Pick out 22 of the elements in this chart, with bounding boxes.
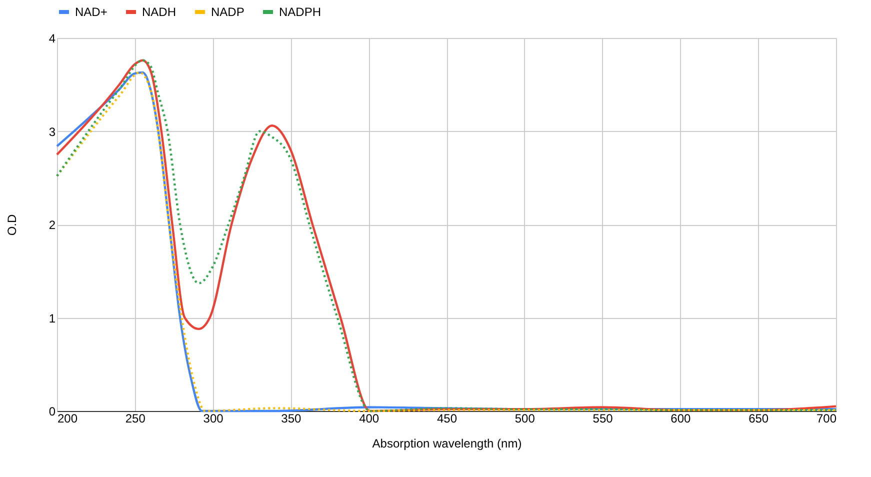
x-tick-label: 300 — [203, 412, 224, 426]
x-tick-label: 700 — [816, 412, 837, 426]
legend-label: NADP — [211, 5, 244, 19]
y-tick-label: 3 — [48, 124, 56, 139]
x-tick-label: 550 — [592, 412, 614, 426]
x-axis-title: Absorption wavelength (nm) — [372, 436, 522, 450]
y-tick-label: 2 — [48, 218, 56, 232]
x-tick-label: 500 — [514, 412, 536, 426]
x-tick-label: 400 — [359, 412, 380, 426]
y-axis-title: O.D — [4, 214, 19, 236]
legend-label: NAD+ — [75, 5, 108, 19]
y-tick-label: 1 — [48, 311, 56, 326]
y-tick-label: 4 — [48, 32, 56, 46]
y-tick-label: 0 — [48, 404, 56, 418]
x-tick-label: 350 — [281, 412, 302, 426]
x-tick-label: 600 — [670, 412, 692, 426]
x-tick-label: 250 — [125, 412, 146, 426]
x-tick-label: 200 — [58, 412, 78, 426]
legend-label: NADPH — [279, 5, 322, 19]
legend-label: NADH — [142, 5, 176, 19]
x-tick-label: 650 — [748, 412, 769, 426]
x-tick-label: 450 — [436, 412, 458, 426]
